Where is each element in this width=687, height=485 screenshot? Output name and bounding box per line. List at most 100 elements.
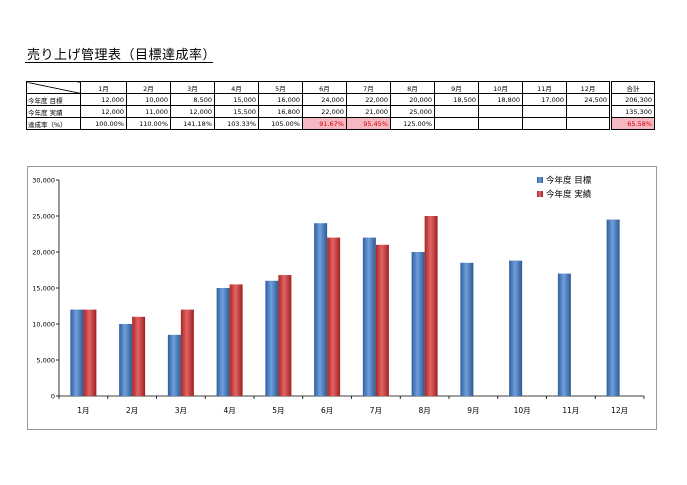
y-tick-label: 30,000 [32,176,55,184]
table-cell: 20,000 [390,93,435,106]
table-header-cell: 6月 [302,81,347,94]
table-cell: 65.58% [609,117,655,130]
x-tick-label: 6月 [321,406,333,415]
table-cell: 11,000 [126,105,171,118]
bar-series-2 [180,309,194,396]
y-tick-label: 5,000 [36,356,55,364]
table-row: 今年度 実績 12,000 11,000 12,000 15,500 16,800 22,0… [26,105,655,118]
table-cell: 105.00% [258,117,303,130]
bar-series-1 [411,252,425,396]
table-header-cell: 10月 [478,81,523,94]
table-header-cell: 12月 [566,81,611,94]
table-cell: 12,000 [170,105,215,118]
legend-swatch [537,177,543,183]
table-row: 達成率（%） 100.00% 110.00% 141.18% 103.33% 105.00… [26,117,655,130]
bar-series-1 [119,324,133,396]
y-tick-label: 10,000 [32,320,55,328]
table-cell: 10,000 [126,93,171,106]
table-cell: 16,000 [258,93,303,106]
table-cell: 22,000 [346,93,391,106]
sales-table: 1月 2月 3月 4月 5月 6月 7月 8月 9月 10月 11月 12月 合計 今年度 目標 12,00… [26,81,655,130]
bar-series-1 [460,262,474,396]
table-cell [522,117,567,130]
x-tick-label: 8月 [418,406,430,415]
table-header-cell: 5月 [258,81,303,94]
table-cell: 15,000 [214,93,259,106]
table-header-cell: 11月 [522,81,567,94]
table-cell: 100.00% [80,117,127,130]
table-cell [566,105,611,118]
bar-chart: 0 5,000 10,000 15,000 20,000 25,000 30,000 1月 2月… [32,175,645,415]
table-cell: 206,300 [609,93,655,106]
table-cell [478,117,523,130]
table-row-label: 今年度 目標 [26,93,81,106]
table-cell [434,117,479,130]
table-cell: 12,000 [80,105,127,118]
table-cell [434,105,479,118]
table-cell [522,105,567,118]
bar-series-2 [132,316,146,396]
bar-series-1 [167,334,181,396]
legend-swatch [537,191,543,197]
y-tick-label: 20,000 [32,248,55,256]
bar-series-1 [557,273,571,396]
table-cell: 125.00% [390,117,435,130]
table-cell: 24,500 [566,93,611,106]
table-header-cell: 3月 [170,81,215,94]
table-cell: 18,500 [434,93,479,106]
table-row-label: 達成率（%） [26,117,81,130]
bar-series-1 [70,309,84,396]
legend-label: 今年度 目標 [546,175,592,186]
table-header-cell: 7月 [346,81,391,94]
bar-series-1 [606,219,620,396]
bar-series-1 [265,280,279,396]
x-tick-label: 2月 [126,406,138,415]
table-header-cell: 2月 [126,81,171,94]
x-tick-label: 1月 [77,406,89,415]
table-cell: 103.33% [214,117,259,130]
table-cell: 8,500 [170,93,215,106]
table-header-cell: 4月 [214,81,259,94]
table-corner-cell [26,81,81,94]
bar-series-2 [83,309,97,396]
y-tick-label: 0 [51,392,55,400]
table-cell: 25,000 [390,105,435,118]
bar-series-2 [424,216,438,396]
table-cell: 141.18% [170,117,215,130]
table-cell: 110.00% [126,117,171,130]
bar-series-2 [327,237,341,396]
legend-label: 今年度 実績 [546,189,592,200]
table-cell: 24,000 [302,93,347,106]
title-underline [25,62,213,63]
bar-series-2 [278,275,292,396]
table-cell: 15,500 [214,105,259,118]
table-cell: 17,000 [522,93,567,106]
table-cell: 18,800 [478,93,523,106]
table-cell: 21,000 [346,105,391,118]
table-cell [566,117,611,130]
x-tick-label: 3月 [175,406,187,415]
bar-series-2 [229,284,243,396]
bar-series-1 [509,260,523,396]
y-tick-label: 25,000 [32,212,55,220]
table-cell: 12,000 [80,93,127,106]
table-header-cell: 合計 [609,81,655,94]
table-cell [478,105,523,118]
bar-series-1 [362,237,376,396]
chart-area: 0 5,000 10,000 15,000 20,000 25,000 30,000 1月 2月… [27,166,657,430]
x-tick-label: 5月 [272,406,284,415]
x-tick-label: 11月 [562,406,579,415]
table-header-cell: 9月 [434,81,479,94]
x-tick-label: 10月 [514,406,531,415]
table-header-row: 1月 2月 3月 4月 5月 6月 7月 8月 9月 10月 11月 12月 合計 [26,81,655,94]
table-row-label: 今年度 実績 [26,105,81,118]
table-header-cell: 1月 [80,81,127,94]
table-cell: 22,000 [302,105,347,118]
table-cell: 135,300 [609,105,655,118]
table-cell: 16,800 [258,105,303,118]
table-cell: 91.67% [302,117,347,130]
bar-series-2 [375,244,389,396]
table-row: 今年度 目標 12,000 10,000 8,500 15,000 16,000 24,00… [26,93,655,106]
x-tick-label: 7月 [370,406,382,415]
x-tick-label: 12月 [611,406,628,415]
